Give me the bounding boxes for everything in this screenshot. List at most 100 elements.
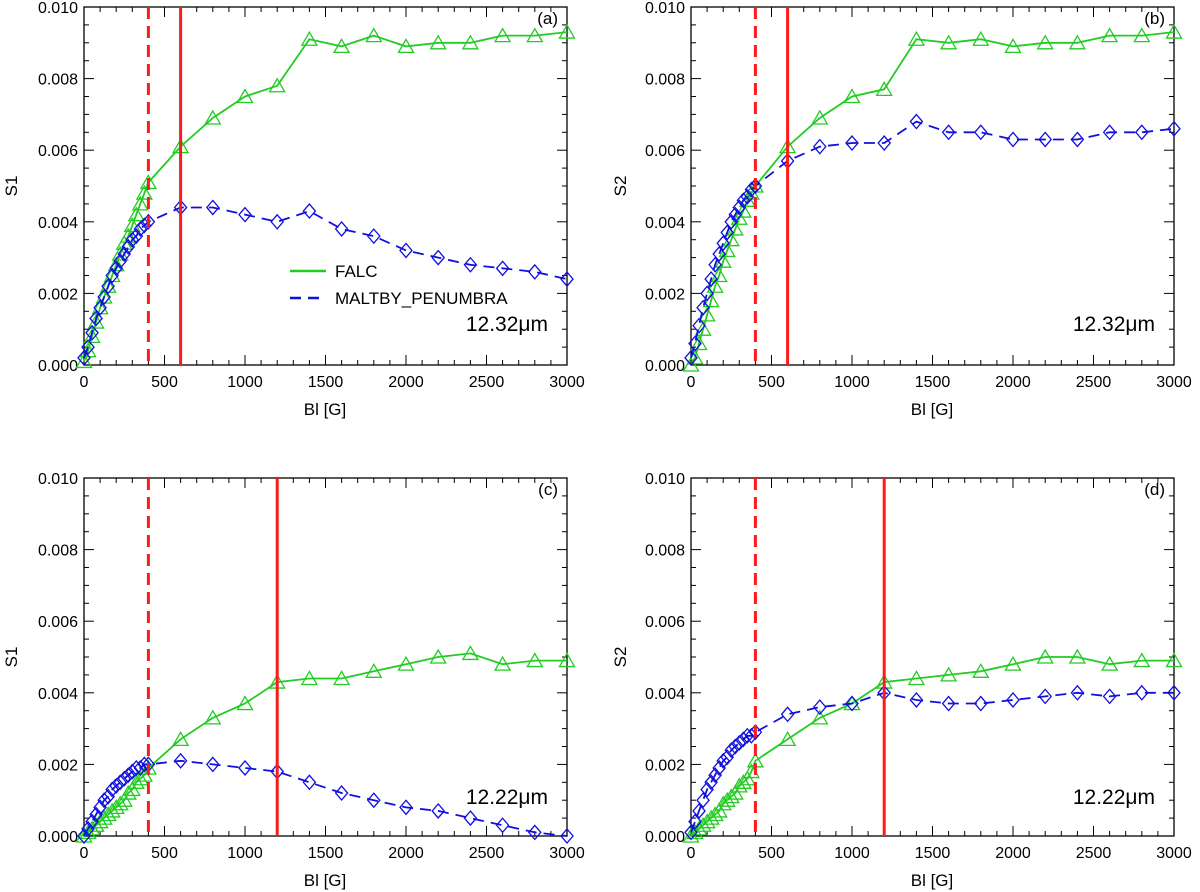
- panel-d-falc-point: [1004, 655, 1022, 671]
- panel-a-maltby-point: [495, 260, 510, 277]
- panel-c-falc-point: [558, 652, 576, 668]
- panel-d-falc-point: [811, 709, 829, 725]
- panel-b-maltby-point: [845, 135, 859, 152]
- panel-a-falc-point: [526, 27, 544, 43]
- panel-d-xtick-label: 2000: [995, 845, 1031, 862]
- panel-d-maltby-line: [690, 691, 1174, 833]
- panel-b-maltby-point: [696, 299, 710, 316]
- panel-c-xtick-label: 3000: [549, 845, 585, 862]
- panel-c-maltby-point: [302, 774, 317, 791]
- panel-c-xtick-label: 2000: [388, 845, 424, 862]
- panel-b-maltby-point: [877, 135, 892, 152]
- panel-b-maltby-point: [704, 271, 718, 288]
- panel-c-falc-point: [115, 791, 133, 807]
- panel-b-maltby-point: [748, 178, 763, 194]
- panel-b-falc-point: [875, 81, 893, 96]
- panel-b-ytick-label: 0.006: [645, 143, 685, 160]
- panel-a-maltby-point: [125, 231, 140, 248]
- panel-d-falc-point: [706, 806, 724, 822]
- panel-b-xtick-label: 1000: [834, 374, 870, 391]
- panel-b-falc-point: [843, 88, 861, 104]
- panel-c-ytick-label: 0.002: [38, 757, 78, 774]
- panel-d-ylabel: S2: [611, 647, 630, 668]
- panel-a-maltby-point: [270, 213, 285, 230]
- panel-d-maltby-point: [724, 742, 739, 759]
- panel-d-maltby-point: [720, 749, 735, 766]
- panel-a-maltby-line: [83, 206, 568, 359]
- panel-d-falc-point: [1068, 648, 1087, 664]
- panel-c-falc-point: [87, 816, 105, 832]
- panel-d-maltby-point: [780, 706, 795, 723]
- panel-b-maltby-point: [732, 199, 747, 216]
- panel-d-wavelength: 12.22μm: [1073, 786, 1155, 809]
- panel-d-maltby-point: [692, 802, 706, 819]
- panel-b-ytick-label: 0.000: [645, 358, 685, 375]
- panel-b-falc-point: [682, 356, 700, 372]
- panel-d-falc-point: [694, 816, 712, 832]
- panel-d-falc-point: [714, 795, 732, 811]
- panel-b-xlabel: Bl [G]: [911, 400, 954, 419]
- panel-b-ytick-label: 0.010: [645, 0, 685, 17]
- panel-d-falc-point: [1133, 652, 1151, 668]
- panel-d-maltby-point: [1134, 684, 1149, 701]
- panel-a-maltby-point: [77, 349, 91, 366]
- panel-c-ytick-label: 0.000: [38, 829, 78, 846]
- panel-a-maltby-point: [117, 246, 132, 263]
- panel-c-falc-line: [83, 652, 567, 837]
- panel-a-falc-point: [236, 88, 254, 104]
- panel-d-falc-point: [722, 788, 740, 804]
- panel-c-label: (c): [538, 480, 558, 499]
- panel-a-maltby-point: [105, 267, 120, 284]
- panel-b-maltby-point: [720, 224, 735, 241]
- panel-c-wavelength: 12.22μm: [466, 786, 548, 809]
- panel-c-falc-point: [111, 795, 129, 811]
- panel-c-falc-point: [236, 695, 254, 711]
- panel-c-falc-point: [107, 799, 125, 815]
- panel-c-falc-point: [365, 663, 383, 678]
- panel-a-xtick-label: 1000: [227, 374, 263, 391]
- panel-b-falc-point: [690, 335, 708, 351]
- panel-d-falc-point: [1165, 652, 1183, 668]
- panel-c-falc-point: [119, 784, 137, 800]
- panel-a-falc-point: [123, 217, 141, 233]
- panel-c-maltby-point: [431, 802, 446, 819]
- panel-c-falc-point: [461, 645, 480, 661]
- panel-a-xtick-label: 1500: [308, 374, 344, 391]
- panel-a-maltby-point: [238, 206, 252, 223]
- panel-b-maltby-point: [712, 246, 727, 263]
- panel-a-falc-point: [493, 27, 512, 43]
- panel-b-ytick-label: 0.004: [645, 215, 685, 232]
- panel-d: (d) 12.22μm Bl [G] S2 0 500 1000 1500 2000 25…: [611, 471, 1192, 890]
- panel-c-maltby-point: [109, 777, 124, 794]
- panel-a-xtick-label: 3000: [549, 374, 585, 391]
- panel-c-ylabel: S1: [2, 647, 21, 668]
- panel-c-falc-point: [99, 806, 117, 822]
- panel-d-falc-point: [710, 802, 728, 818]
- panel-b-xtick-label: 3000: [1156, 374, 1192, 391]
- panel-c-maltby-point: [463, 810, 478, 827]
- panel-d-xtick-label: 2500: [1076, 845, 1112, 862]
- panel-b-falc-point: [1100, 27, 1119, 43]
- panel-b-falc-point: [730, 209, 748, 225]
- panel-a-falc-point: [429, 34, 447, 50]
- panel-c-falc-point: [204, 709, 222, 725]
- panel-d-maltby-point: [712, 759, 727, 776]
- panel-d-falc-point: [939, 666, 958, 682]
- legend: FALC MALTBY_PENUMBRA: [335, 262, 508, 308]
- panel-c-maltby-point: [93, 799, 107, 816]
- panel-a-ylabel: S1: [2, 176, 21, 197]
- panel-a-maltby-point: [85, 324, 99, 341]
- panel-b-falc-point: [1133, 27, 1151, 43]
- panel-d-ytick-label: 0.000: [645, 829, 685, 846]
- legend-maltby-label: MALTBY_PENUMBRA: [335, 289, 508, 308]
- panel-d-maltby-point: [1006, 691, 1020, 708]
- panel-d-xtick-label: 1000: [834, 845, 870, 862]
- panel-d-ytick-label: 0.010: [645, 471, 685, 488]
- panel-c-maltby-point: [77, 828, 91, 844]
- panel-d-label: (d): [1144, 480, 1165, 499]
- panel-d-falc-point: [726, 784, 744, 800]
- panel-a-xtick-label: 0: [80, 374, 89, 391]
- panel-d-maltby-point: [1167, 684, 1181, 701]
- panel-d-maltby-point: [696, 792, 710, 809]
- panel-b-maltby-point: [1134, 124, 1149, 141]
